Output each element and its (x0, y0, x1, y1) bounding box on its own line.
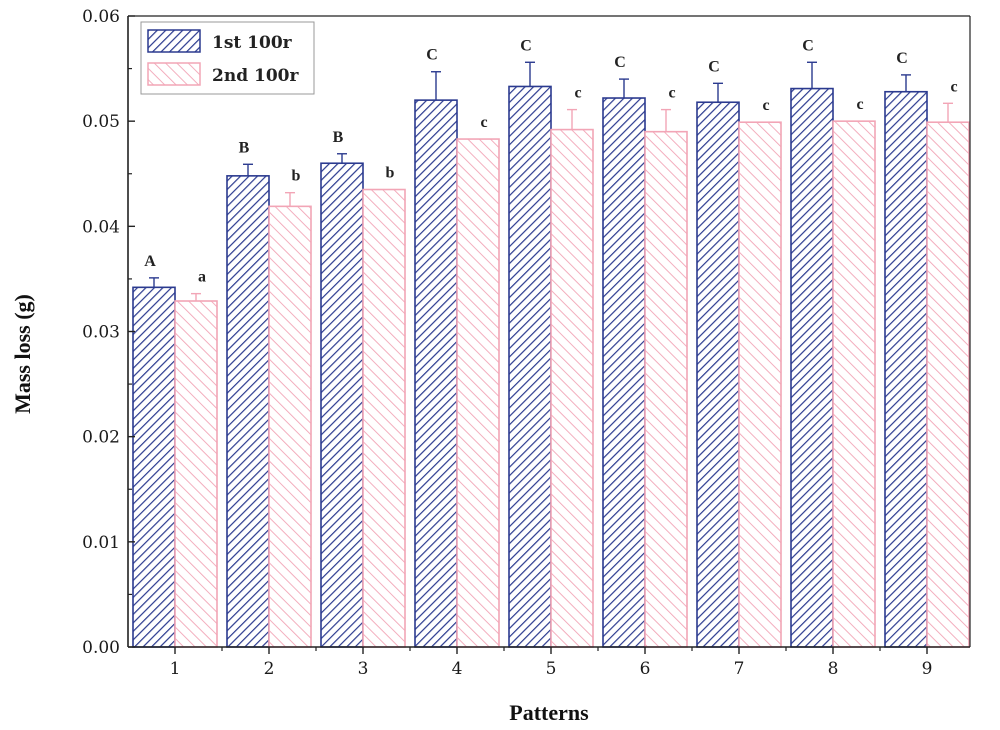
legend-swatch-1st-100r (147, 29, 201, 53)
bar-series-2-pattern-5 (550, 128, 594, 648)
y-tick-label-1: 0.01 (82, 533, 120, 553)
x-tick-label-9: 9 (922, 659, 933, 679)
x-tick-label-7: 7 (734, 659, 745, 679)
bar-series-1-pattern-1 (132, 286, 176, 648)
significance-label-series-2-pattern-4: c (480, 114, 487, 131)
bar-series-1-pattern-7 (696, 101, 740, 648)
bar-series-2-pattern-8 (832, 120, 876, 648)
bar-series-1-pattern-5 (508, 85, 552, 648)
significance-label-series-1-pattern-2: B (239, 139, 250, 156)
significance-label-series-1-pattern-4: C (426, 47, 438, 64)
bar-series-2-pattern-1 (174, 300, 218, 648)
x-tick-label-1: 1 (170, 659, 181, 679)
y-tick-label-2: 0.02 (82, 428, 120, 448)
y-tick-label-5: 0.05 (82, 112, 120, 132)
x-tick-label-5: 5 (546, 659, 557, 679)
significance-label-series-1-pattern-5: C (520, 37, 532, 54)
error-bars-group (149, 61, 953, 302)
significance-label-series-1-pattern-8: C (802, 37, 814, 54)
significance-label-series-2-pattern-7: c (762, 97, 769, 114)
y-tick-label-4: 0.04 (82, 217, 120, 237)
significance-label-series-1-pattern-7: C (708, 58, 720, 75)
legend-box (140, 21, 315, 95)
x-tick-label-8: 8 (828, 659, 839, 679)
bar-series-2-pattern-7 (738, 121, 782, 648)
significance-label-series-2-pattern-9: c (950, 78, 957, 95)
significance-label-series-2-pattern-2: b (292, 168, 301, 185)
legend-label-2nd-100r: 2nd 100r (212, 66, 299, 86)
bar-series-2-pattern-2 (268, 205, 312, 648)
x-tick-label-4: 4 (452, 659, 463, 679)
significance-label-series-2-pattern-1: a (198, 269, 206, 286)
bar-series-1-pattern-6 (602, 97, 646, 648)
x-tick-label-6: 6 (640, 659, 651, 679)
x-axis-title: Patterns (509, 700, 589, 725)
significance-label-series-2-pattern-8: c (856, 96, 863, 113)
y-tick-label-3: 0.03 (82, 323, 120, 343)
bar-series-1-pattern-4 (414, 99, 458, 648)
significance-label-series-1-pattern-6: C (614, 54, 626, 71)
x-tick-label-2: 2 (264, 659, 275, 679)
significance-label-series-1-pattern-3: B (333, 129, 344, 146)
x-tick-label-3: 3 (358, 659, 369, 679)
significance-label-series-2-pattern-5: c (574, 85, 581, 102)
significance-label-series-2-pattern-6: c (668, 85, 675, 102)
legend: 1st 100r 2nd 100r (140, 21, 315, 95)
bar-series-1-pattern-2 (226, 175, 270, 648)
axes-group: 0.00 0.01 0.02 0.03 0.04 0.05 0.06 1 2 3 4 5 6 7 8 9 (82, 7, 971, 679)
bar-series-2-pattern-9 (926, 121, 970, 648)
legend-label-1st-100r: 1st 100r (212, 33, 293, 53)
y-tick-label-0: 0.00 (82, 638, 120, 658)
significance-label-series-1-pattern-9: C (896, 50, 908, 67)
bar-series-1-pattern-9 (884, 90, 928, 648)
bar-series-2-pattern-3 (362, 188, 406, 648)
bar-series-1-pattern-8 (790, 87, 834, 648)
significance-labels-group: A B B C C C C C Ca b b c c c c c c (144, 37, 957, 285)
significance-label-series-1-pattern-1: A (144, 253, 156, 270)
bar-series-2-pattern-4 (456, 138, 500, 648)
bar-series-2-pattern-6 (644, 130, 688, 648)
bars-group (132, 85, 970, 648)
y-tick-label-6: 0.06 (82, 7, 120, 27)
significance-label-series-2-pattern-3: b (386, 165, 395, 182)
legend-swatch-2nd-100r (147, 62, 201, 86)
bar-series-1-pattern-3 (320, 162, 364, 648)
y-axis-title: Mass loss (g) (10, 294, 35, 414)
